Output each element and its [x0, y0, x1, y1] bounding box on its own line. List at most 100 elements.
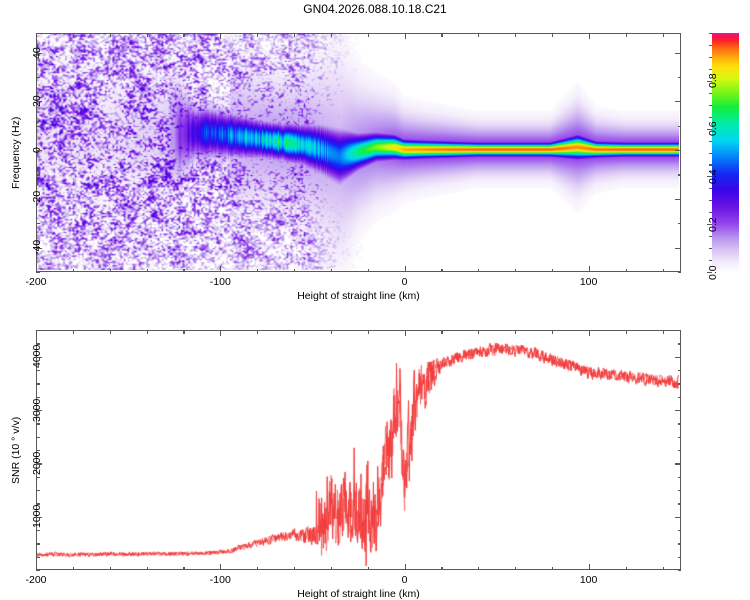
tick-mark	[675, 410, 681, 412]
tick-mark	[330, 268, 333, 272]
tick-mark	[146, 268, 148, 272]
tick-mark	[625, 566, 627, 570]
tick-mark	[662, 330, 664, 334]
spectrogram-x-axis-label: Height of straight line (km)	[297, 290, 420, 302]
tick-mark	[675, 516, 681, 518]
tick-mark	[183, 268, 185, 272]
tick-mark	[625, 330, 627, 334]
tick-mark	[36, 383, 40, 385]
spectrogram-xtick-label: -100	[209, 276, 231, 288]
tick-mark	[625, 33, 627, 37]
tick-mark	[36, 450, 40, 452]
tick-mark	[675, 52, 681, 54]
tick-mark	[367, 330, 369, 334]
tick-mark	[677, 125, 681, 127]
tick-mark	[677, 490, 681, 492]
spectrogram-y-axis-label: Frequency (Hz)	[10, 116, 22, 189]
tick-mark	[552, 33, 554, 37]
snr-x-axis-label: Height of straight line (km)	[297, 588, 420, 600]
tick-mark	[677, 450, 681, 452]
tick-mark	[707, 272, 712, 274]
tick-mark	[707, 224, 712, 226]
tick-mark	[709, 236, 712, 238]
tick-mark	[675, 463, 681, 465]
tick-mark	[677, 543, 681, 545]
tick-mark	[36, 223, 40, 225]
tick-mark	[257, 566, 259, 570]
tick-mark	[36, 150, 42, 152]
tick-mark	[709, 104, 712, 106]
tick-mark	[709, 152, 712, 154]
tick-mark	[441, 330, 443, 334]
snr-plot-area	[36, 330, 681, 570]
tick-mark	[36, 490, 40, 492]
tick-mark	[677, 423, 681, 425]
tick-mark	[662, 33, 664, 37]
tick-mark	[330, 330, 333, 334]
tick-mark	[677, 476, 681, 478]
tick-mark	[220, 564, 222, 570]
snr-xtick-label: -100	[209, 574, 231, 586]
tick-mark	[294, 33, 296, 37]
tick-mark	[709, 33, 712, 35]
snr-xtick-label: 0	[401, 574, 408, 586]
tick-mark	[709, 56, 712, 58]
tick-mark	[675, 150, 681, 152]
tick-mark	[588, 564, 591, 570]
tick-mark	[404, 564, 406, 570]
tick-mark	[677, 556, 681, 558]
spectrogram-image	[37, 34, 679, 270]
tick-mark	[36, 247, 42, 249]
spectrogram-panel	[36, 33, 681, 272]
tick-mark	[36, 101, 42, 103]
tick-mark	[552, 330, 554, 334]
tick-mark	[367, 33, 369, 37]
tick-mark	[36, 543, 40, 545]
tick-mark	[441, 33, 443, 37]
tick-mark	[36, 423, 40, 425]
tick-mark	[36, 266, 38, 272]
tick-mark	[404, 330, 406, 336]
snr-xtick-label: 100	[579, 574, 598, 586]
tick-mark	[677, 396, 681, 398]
tick-mark	[707, 128, 712, 130]
tick-mark	[36, 436, 40, 438]
tick-mark	[330, 33, 333, 37]
tick-mark	[72, 566, 75, 570]
tick-mark	[677, 76, 681, 79]
tick-mark	[552, 268, 554, 272]
tick-mark	[36, 556, 40, 558]
spectrogram-xtick-label: -200	[25, 276, 47, 288]
colorbar-gradient	[712, 33, 739, 272]
tick-mark	[677, 530, 681, 532]
tick-mark	[36, 330, 40, 332]
tick-mark	[478, 268, 480, 272]
tick-mark	[677, 330, 681, 332]
tick-mark	[515, 268, 517, 272]
tick-mark	[588, 266, 591, 272]
tick-mark	[707, 176, 712, 178]
tick-mark	[675, 247, 681, 249]
tick-mark	[552, 566, 554, 570]
tick-mark	[257, 268, 259, 272]
tick-mark	[709, 140, 712, 142]
tick-mark	[478, 33, 480, 37]
tick-mark	[675, 356, 681, 358]
tick-mark	[36, 174, 40, 176]
snr-panel	[36, 330, 681, 570]
tick-mark	[109, 566, 111, 570]
tick-mark	[36, 530, 40, 532]
tick-mark	[441, 566, 443, 570]
tick-mark	[220, 33, 222, 39]
tick-mark	[404, 33, 406, 39]
tick-mark	[662, 268, 664, 272]
tick-mark	[709, 164, 712, 166]
tick-mark	[257, 33, 259, 37]
tick-mark	[36, 33, 38, 39]
tick-mark	[709, 68, 712, 70]
tick-mark	[625, 268, 627, 272]
spectrogram-xtick-label: 0	[401, 276, 408, 288]
tick-mark	[677, 174, 681, 176]
colorbar-panel	[712, 33, 739, 272]
tick-mark	[709, 92, 712, 94]
